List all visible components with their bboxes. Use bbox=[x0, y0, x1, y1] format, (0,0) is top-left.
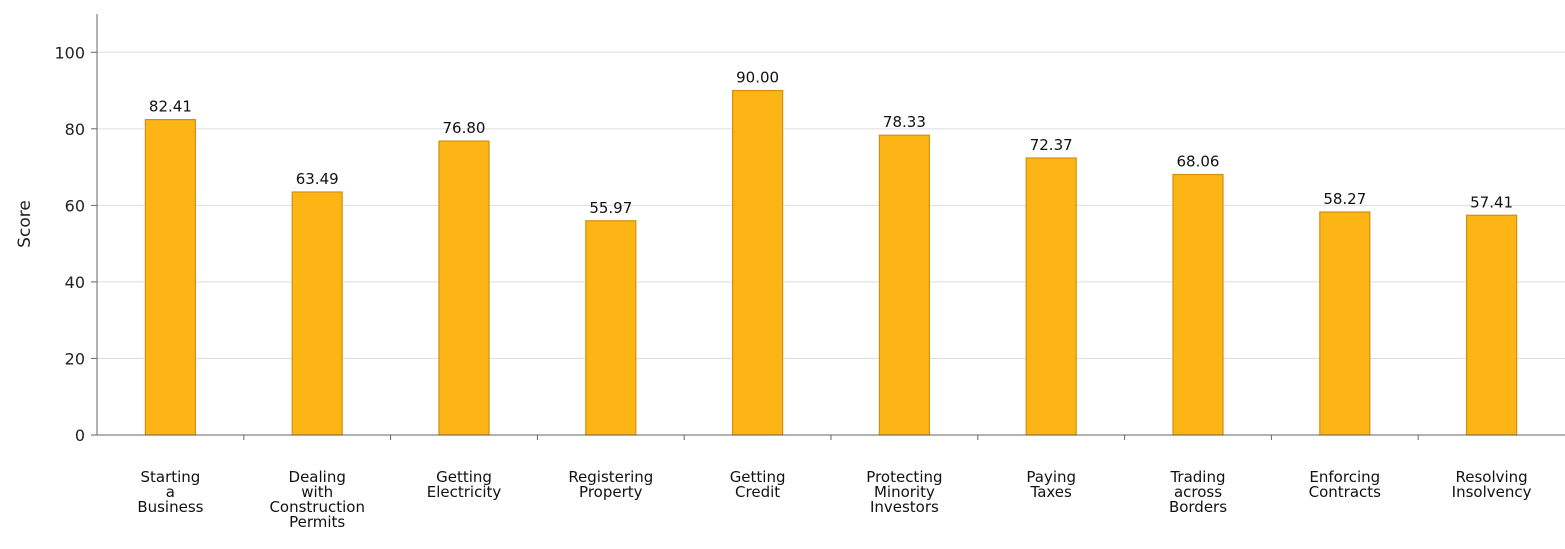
x-category-label-line: Investors bbox=[870, 498, 939, 516]
x-category-label-line: Business bbox=[137, 498, 203, 516]
x-category-label-line: Contracts bbox=[1309, 483, 1382, 501]
y-tick-label: 20 bbox=[65, 349, 85, 368]
bar bbox=[1172, 173, 1224, 436]
x-category-label-line: Taxes bbox=[1030, 483, 1073, 501]
bar bbox=[144, 118, 196, 436]
bar bbox=[1319, 211, 1371, 436]
x-category-label-line: Insolvency bbox=[1452, 483, 1532, 501]
x-category-label-line: Getting bbox=[730, 468, 786, 486]
x-category-label: Protecting Minority Investors bbox=[866, 468, 942, 516]
bar-value-label: 90.00 bbox=[736, 69, 779, 87]
x-category-label-line: Starting bbox=[140, 468, 200, 486]
y-tick-label: 60 bbox=[65, 196, 85, 215]
bar bbox=[731, 89, 784, 436]
y-tick-label: 0 bbox=[75, 426, 85, 445]
x-category-label-line: Minority bbox=[874, 483, 935, 501]
y-axis-title: Score bbox=[15, 200, 35, 248]
x-category-label-line: Getting bbox=[436, 468, 492, 486]
x-category-label-line: Property bbox=[579, 483, 643, 501]
x-category-label-line: Resolving bbox=[1455, 468, 1527, 486]
bar-value-label: 76.80 bbox=[443, 119, 486, 137]
x-category-label-line: Trading bbox=[1169, 468, 1225, 486]
x-category-label-line: Construction bbox=[269, 498, 365, 516]
y-tick-label: 40 bbox=[65, 273, 85, 292]
bar bbox=[291, 191, 343, 436]
bar-value-label: 57.41 bbox=[1470, 193, 1513, 211]
bar-value-label: 72.37 bbox=[1030, 136, 1073, 154]
bars bbox=[144, 89, 1518, 436]
y-tick-label: 80 bbox=[65, 120, 85, 139]
bar-value-label: 78.33 bbox=[883, 113, 926, 131]
x-category-label-line: Registering bbox=[568, 468, 653, 486]
x-category-label-line: Dealing bbox=[289, 468, 346, 486]
x-category-label-line: Permits bbox=[289, 513, 345, 531]
x-category-label-line: a bbox=[166, 483, 175, 501]
x-category-label: Getting Electricity bbox=[427, 468, 502, 501]
x-category-label-line: Credit bbox=[735, 483, 780, 501]
bar-value-label: 58.27 bbox=[1323, 190, 1366, 208]
bar bbox=[878, 134, 931, 436]
x-category-label: Starting a Business bbox=[137, 468, 203, 516]
bar bbox=[1465, 214, 1518, 436]
bar-value-label: 82.41 bbox=[149, 98, 192, 116]
x-category-label: Dealing with Construction Permits bbox=[269, 468, 365, 531]
x-category-label: Trading across Borders bbox=[1169, 468, 1227, 516]
bar bbox=[585, 220, 637, 436]
labels: 0 20 40 60 80 100 82.41 Starting a Business 63.49 D… bbox=[54, 43, 1531, 531]
x-category-label-line: Borders bbox=[1169, 498, 1227, 516]
x-category-label-line: Protecting bbox=[866, 468, 942, 486]
x-category-label: Getting Credit bbox=[730, 468, 786, 501]
x-category-label: Registering Property bbox=[568, 468, 653, 501]
x-category-label-line: Paying bbox=[1026, 468, 1076, 486]
x-category-label-line: Enforcing bbox=[1309, 468, 1380, 486]
axes bbox=[91, 14, 1565, 440]
x-category-label-line: with bbox=[301, 483, 333, 501]
x-category-label: Paying Taxes bbox=[1026, 468, 1076, 501]
bar bbox=[1025, 157, 1077, 436]
x-category-label: Resolving Insolvency bbox=[1452, 468, 1532, 501]
y-tick-label: 100 bbox=[54, 43, 85, 62]
bar bbox=[438, 140, 490, 436]
x-category-label-line: Electricity bbox=[427, 483, 502, 501]
bar-value-label: 55.97 bbox=[589, 199, 632, 217]
bar-value-label: 63.49 bbox=[296, 170, 339, 188]
x-category-label-line: across bbox=[1174, 483, 1222, 501]
bar-value-label: 68.06 bbox=[1177, 153, 1220, 171]
x-category-label: Enforcing Contracts bbox=[1309, 468, 1382, 501]
